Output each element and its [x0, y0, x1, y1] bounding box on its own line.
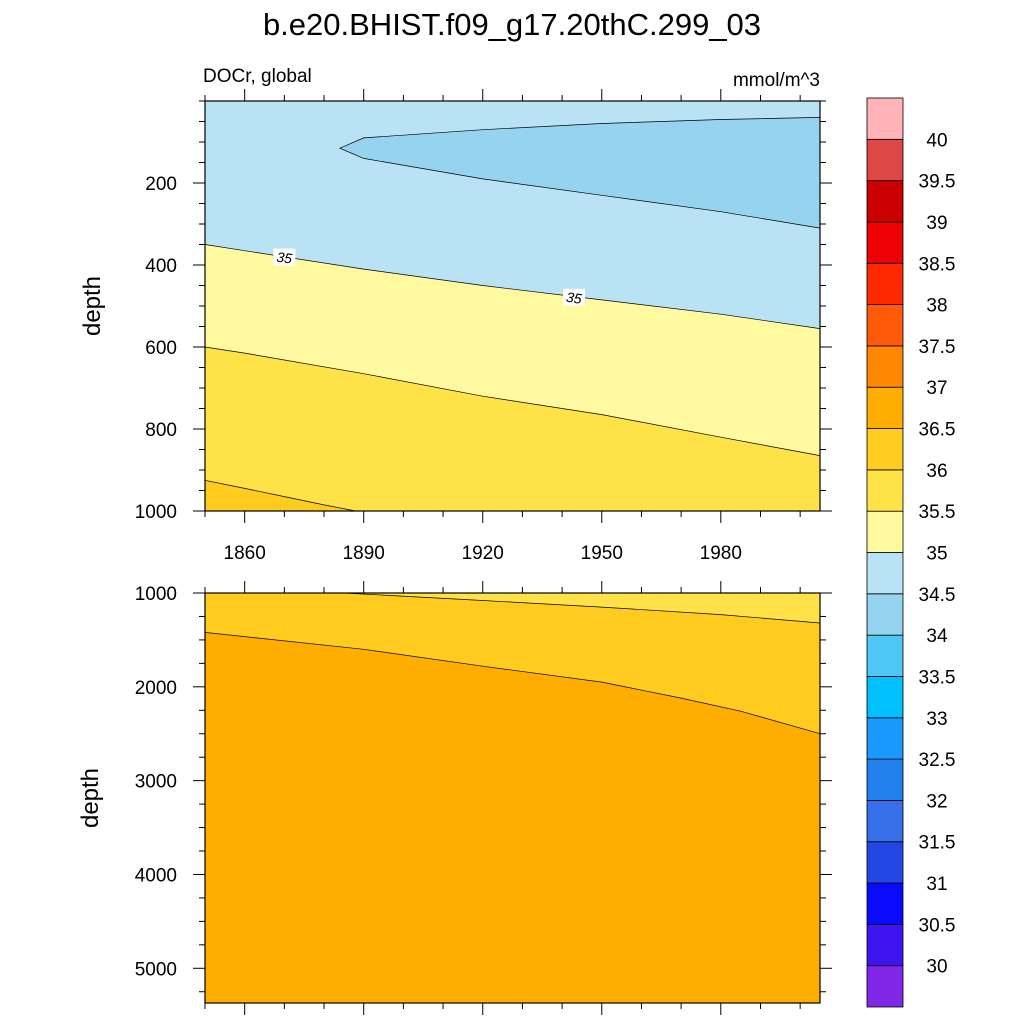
- x-tick-label: 1950: [581, 543, 623, 564]
- colorbar-swatch: [866, 676, 904, 719]
- fill-region-35.5-36: [343, 593, 820, 623]
- colorbar-swatch: [866, 180, 904, 223]
- contour-label: 35: [276, 249, 294, 267]
- contour-line-35.5: [204, 346, 821, 456]
- colorbar-label: 38.5: [919, 254, 956, 275]
- x-tick-label: 1860: [224, 543, 266, 564]
- colorbar-swatch: [866, 552, 904, 595]
- colorbar-label: 30: [926, 957, 947, 978]
- colorbar-label: 35: [926, 544, 947, 565]
- y-tick-label: 200: [145, 174, 177, 195]
- x-tick-label: 1890: [343, 543, 385, 564]
- colorbar-label: 34: [926, 626, 948, 647]
- colorbar-label: 31: [926, 874, 947, 895]
- colorbar-label: 32.5: [919, 750, 956, 771]
- contour-line-36: [343, 592, 821, 624]
- y-tick-label: 1000: [135, 584, 177, 605]
- colorbar-swatch: [866, 800, 904, 843]
- y-tick-label: 1000: [135, 502, 177, 523]
- y-tick-label: 2000: [135, 678, 177, 699]
- colorbar-swatch: [866, 923, 904, 967]
- colorbar-swatch: [866, 97, 904, 140]
- colorbar-label: 37: [926, 378, 947, 399]
- x-tick-label: 1980: [700, 543, 742, 564]
- colorbar-swatch: [866, 758, 904, 801]
- colorbar-swatch: [866, 304, 904, 347]
- contour-label: 35: [565, 289, 583, 307]
- colorbar-swatch: [866, 138, 904, 182]
- fill-region-36-36.5: [205, 480, 356, 511]
- colorbar-label: 38: [926, 296, 947, 317]
- colorbar-swatch: [866, 221, 904, 264]
- colorbar-swatch: [866, 841, 904, 884]
- contour-line-35: [204, 244, 821, 329]
- upper-panel: 35 35 200 400 600 800 1000 1860 1890 1920 1950 1980: [135, 89, 832, 564]
- colorbar-swatch: [866, 428, 904, 471]
- colorbar-swatch: [866, 965, 904, 1008]
- y-tick-label: 3000: [135, 772, 177, 793]
- lower-panel: 1000 2000 3000 4000 5000: [135, 581, 832, 1015]
- colorbar-swatch: [866, 882, 904, 925]
- colorbar-label: 39: [926, 213, 947, 234]
- colorbar-swatch: [866, 345, 904, 388]
- y-tick-label: 600: [145, 338, 177, 359]
- colorbar-label: 33: [926, 709, 947, 730]
- upper-ylabel: depth: [79, 276, 106, 336]
- colorbar-label: 30.5: [919, 915, 956, 936]
- colorbar-label: 31.5: [919, 833, 956, 854]
- y-tick-label: 800: [145, 420, 177, 441]
- colorbar-label: 36.5: [919, 420, 956, 441]
- colorbar-swatch: [866, 634, 904, 677]
- plot-frame: [204, 592, 821, 1004]
- colorbar-swatch: [866, 717, 904, 760]
- y-tick-label: 5000: [135, 959, 177, 980]
- chart-title: b.e20.BHIST.f09_g17.20thC.299_03: [263, 7, 761, 42]
- contour-label-bg: [273, 248, 296, 266]
- colorbar-swatch: [866, 510, 904, 553]
- fill-region-34-34.5: [339, 117, 820, 229]
- colorbar-label: 32: [926, 791, 947, 812]
- colorbar-swatch: [866, 469, 904, 512]
- colorbar-swatch: [866, 262, 904, 305]
- colorbar: 30 30.5 31 31.5 32 32.5 33 33.5 34 34.5 35 35.5 36 36…: [866, 97, 956, 1008]
- x-tick-label: 1920: [462, 543, 504, 564]
- contour-line-36: [204, 479, 356, 512]
- units-label: mmol/m^3: [733, 70, 820, 91]
- y-tick-label: 4000: [135, 865, 177, 886]
- colorbar-label: 37.5: [919, 337, 956, 358]
- colorbar-swatch: [866, 386, 904, 429]
- fill-region-36-36.5: [205, 593, 820, 734]
- colorbar-label: 34.5: [919, 585, 956, 606]
- contour-line-34.5: [339, 117, 821, 229]
- contour-label-bg: [563, 288, 585, 306]
- colorbar-label: 36: [926, 461, 947, 482]
- colorbar-label: 35.5: [919, 502, 956, 523]
- variable-label: DOCr, global: [203, 66, 312, 87]
- colorbar-label: 33.5: [919, 667, 956, 688]
- fill-region-35.5-36: [205, 347, 820, 511]
- lower-ylabel: depth: [77, 768, 104, 828]
- contour-line-36.5: [204, 632, 821, 735]
- colorbar-swatch: [866, 593, 904, 636]
- colorbar-label: 40: [926, 130, 947, 151]
- colorbar-label: 39.5: [919, 172, 956, 193]
- y-tick-label: 400: [145, 256, 177, 277]
